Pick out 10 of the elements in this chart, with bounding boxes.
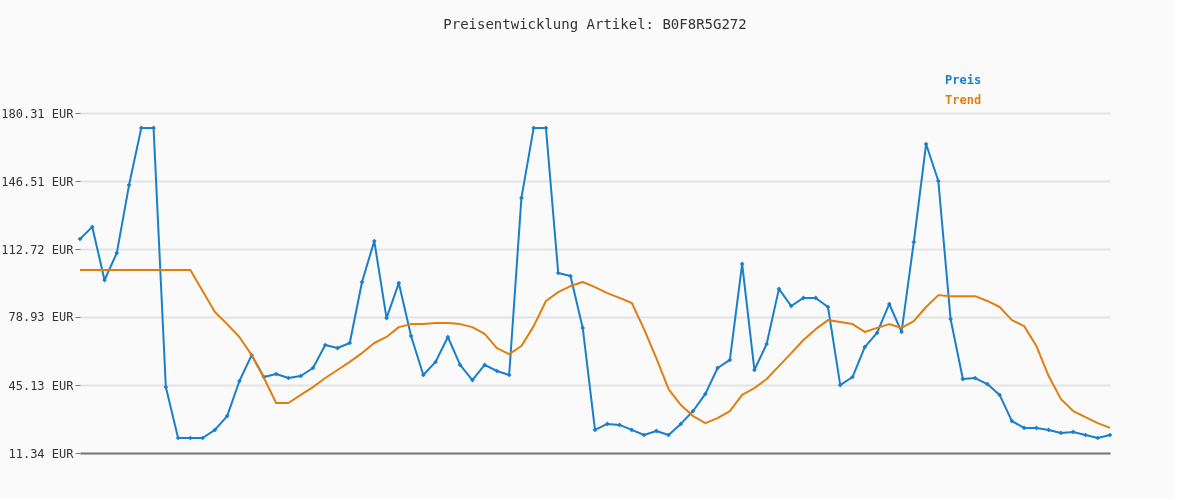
line-series bbox=[79, 268, 1111, 429]
y-tick-label: 11.34 EUR bbox=[8, 446, 75, 461]
y-tick-label: 112.72 EUR bbox=[1, 242, 75, 257]
y-tick-label: 146.51 EUR bbox=[1, 174, 75, 189]
y-tick-label: 180.31 EUR bbox=[1, 106, 75, 121]
y-tick-label: 45.13 EUR bbox=[8, 378, 75, 393]
y-tick-label: 78.93 EUR bbox=[8, 310, 75, 325]
chart-title: Preisentwicklung Artikel: B0F8R5G272 bbox=[443, 16, 747, 32]
text: Trend bbox=[945, 93, 982, 107]
text: Preis bbox=[945, 73, 982, 87]
